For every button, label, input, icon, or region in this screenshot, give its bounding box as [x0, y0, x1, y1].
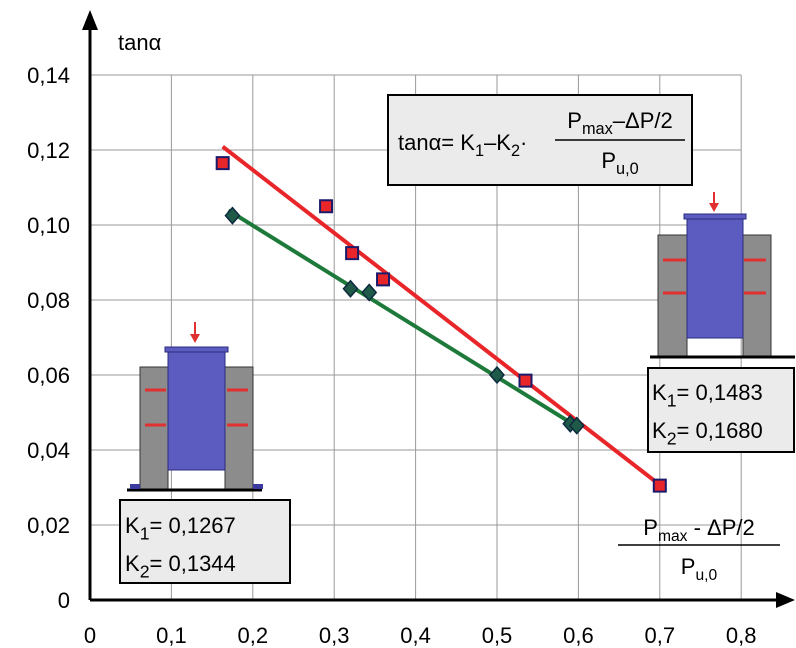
- text-part: K: [125, 551, 140, 576]
- schematic-right: [650, 192, 795, 359]
- subscript: 2: [140, 562, 150, 582]
- x-tick-label: 0,4: [400, 623, 431, 648]
- y-tick-label: 0,08: [27, 288, 70, 313]
- text-part: P: [681, 554, 696, 579]
- subscript: u,0: [695, 567, 717, 584]
- k-value: K2= 0,1680: [652, 418, 763, 449]
- marker-square: [652, 478, 667, 493]
- marker-diamond: [361, 283, 378, 302]
- subscript: 2: [667, 429, 677, 449]
- formula-denominator: Pu,0: [601, 148, 638, 178]
- k-value: K1= 0,1483: [652, 380, 763, 411]
- y-tick-label: 0,04: [27, 438, 70, 463]
- x-tick-label: 0,6: [563, 623, 594, 648]
- subscript: u,0: [616, 160, 639, 178]
- x-tick-label: 0,1: [156, 623, 187, 648]
- k-box-right: [647, 367, 795, 453]
- x-label-denominator: Pu,0: [681, 554, 718, 584]
- text-part: = 0,1483: [677, 380, 763, 405]
- x-tick-label: 0,7: [645, 623, 676, 648]
- y-tick-label: 0,02: [27, 513, 70, 538]
- k-value: K2= 0,1344: [125, 551, 236, 582]
- subscript: max: [582, 120, 613, 138]
- text-part: P: [643, 515, 658, 540]
- marker-diamond: [224, 206, 241, 225]
- subscript: max: [658, 528, 688, 545]
- marker-diamond: [342, 279, 359, 298]
- text-part: K: [125, 513, 140, 538]
- annotations: tanα 0 0,02 0,04 0,06 0,08 0,10 0,12 0,14 0 0,1 0,…: [27, 30, 795, 648]
- text-part: P: [601, 148, 616, 173]
- text-part: ·: [520, 130, 527, 155]
- marker-square: [215, 156, 230, 171]
- plot-area: [215, 145, 667, 493]
- text-part: = 0,1267: [150, 513, 236, 538]
- x-tick-label: 0,5: [482, 623, 513, 648]
- subscript: 2: [511, 142, 520, 160]
- text-part: –ΔP/2: [613, 108, 673, 133]
- schematic-left: [127, 322, 263, 492]
- marker-square: [345, 246, 360, 261]
- subscript: 1: [667, 391, 677, 411]
- text-part: - ΔP/2: [687, 515, 754, 540]
- y-axis-label: tanα: [118, 30, 162, 55]
- text-part: K: [652, 380, 667, 405]
- y-tick-label: 0,06: [27, 363, 70, 388]
- y-tick-label: 0,14: [27, 63, 70, 88]
- marker-diamond: [489, 365, 505, 385]
- x-tick-label: 0: [84, 623, 96, 648]
- text-part: P: [567, 108, 582, 133]
- text-part: –K: [484, 130, 511, 155]
- subscript: 1: [140, 524, 150, 544]
- x-tick-label: 0,2: [238, 623, 269, 648]
- y-tick-label: 0: [58, 588, 70, 613]
- k-value: K1= 0,1267: [125, 513, 236, 544]
- x-tick-label: 0,8: [726, 623, 757, 648]
- text-part: = 0,1344: [150, 551, 236, 576]
- y-tick-label: 0,12: [27, 138, 70, 163]
- marker-square: [518, 373, 533, 388]
- axes: [82, 10, 795, 608]
- fit-line: [221, 145, 662, 487]
- marker-square: [376, 272, 391, 287]
- formula-numerator: Pmax–ΔP/2: [567, 108, 672, 138]
- marker-diamond: [568, 416, 585, 435]
- marker-square: [319, 199, 334, 214]
- k-box-left: [119, 499, 291, 584]
- fit-line: [227, 208, 580, 430]
- x-label-numerator: Pmax - ΔP/2: [643, 515, 755, 545]
- formula-left: tanα= K1–K2·: [398, 130, 527, 160]
- subscript: 1: [475, 142, 484, 160]
- y-tick-label: 0,10: [27, 213, 70, 238]
- text-part: K: [652, 418, 667, 443]
- x-tick-label: 0,3: [319, 623, 350, 648]
- text-part: tanα= K: [398, 130, 475, 155]
- text-part: = 0,1680: [677, 418, 763, 443]
